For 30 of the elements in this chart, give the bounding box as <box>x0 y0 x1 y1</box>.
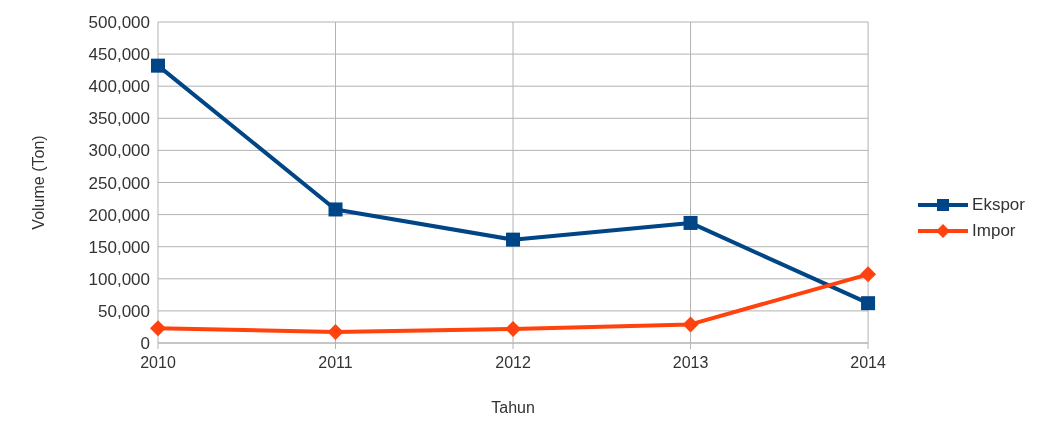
legend-label: Impor <box>972 220 1016 241</box>
y-tick-label: 350,000 <box>88 109 150 129</box>
point <box>860 266 877 283</box>
y-tick-label: 300,000 <box>88 141 150 161</box>
point <box>151 58 165 73</box>
y-tick-label: 500,000 <box>88 13 150 33</box>
point <box>682 316 699 333</box>
point <box>861 296 876 311</box>
y-tick-label: 150,000 <box>88 237 150 257</box>
point <box>150 320 166 337</box>
y-tick-label: 100,000 <box>88 269 150 289</box>
y-tick-label: 0 <box>140 334 150 354</box>
x-tick-label: 2010 <box>140 354 176 372</box>
point <box>327 324 344 341</box>
legend-label: Ekspor <box>972 194 1025 215</box>
point <box>328 202 343 217</box>
x-tick-label: 2011 <box>318 354 353 372</box>
x-axis-title: Tahun <box>491 399 535 416</box>
point <box>683 215 698 230</box>
y-tick-label: 50,000 <box>98 301 150 321</box>
y-tick-label: 400,000 <box>88 77 150 97</box>
point <box>505 320 522 337</box>
y-tick-label: 250,000 <box>88 173 150 193</box>
point <box>506 232 521 247</box>
x-tick-label: 2014 <box>850 354 886 372</box>
y-tick-label: 200,000 <box>88 205 150 225</box>
x-tick-label: 2013 <box>672 354 709 372</box>
y-tick-label: 450,000 <box>88 45 150 65</box>
x-tick-label: 2012 <box>495 354 531 372</box>
y-axis-title: Volume (Ton) <box>29 135 47 230</box>
